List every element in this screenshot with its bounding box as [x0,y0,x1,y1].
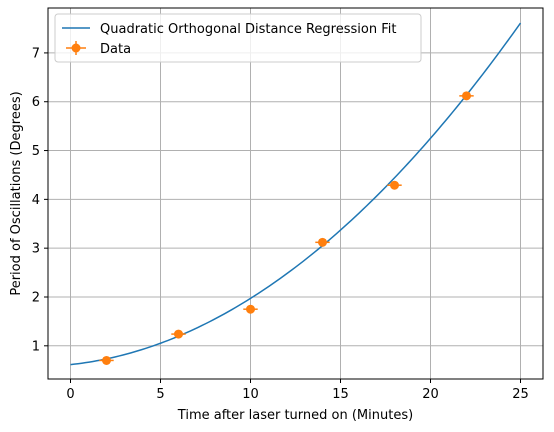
data-point-group [243,304,258,314]
legend-data-swatch [66,41,86,55]
fit-line-layer [70,22,522,366]
y-tick-label: 5 [32,144,40,159]
x-tick-label: 0 [66,387,74,402]
legend-data-marker [71,43,81,53]
y-tick-label: 4 [32,193,40,208]
plot-frame [47,7,544,380]
y-tick-label: 7 [32,46,40,61]
data-point [462,91,471,101]
y-tick-label: 1 [32,339,40,354]
x-axis-label: Time after laser turned on (Minutes) [177,408,413,423]
data-point-group [387,180,402,190]
y-axis: 1 2 3 4 5 6 7 [32,46,48,354]
legend-fit-label: Quadratic Orthogonal Distance Regression… [100,22,396,37]
x-tick-label: 15 [332,387,349,402]
data-point [174,329,183,339]
data-point-group [459,91,474,101]
fit-line [70,22,522,366]
data-point [246,304,255,314]
grid [48,8,543,379]
data-point-group [171,329,186,339]
data-point-group [315,237,330,247]
data-point [102,355,111,365]
x-tick-label: 25 [512,387,529,402]
data-point [390,180,399,190]
data-point-group [99,355,114,365]
data-points-layer [99,91,474,365]
data-point [318,237,327,247]
x-tick-label: 20 [422,387,439,402]
y-tick-label: 3 [32,242,40,257]
y-tick-label: 2 [32,290,40,305]
legend-data-label: Data [100,42,131,57]
legend-box [54,13,422,63]
legend: Quadratic Orthogonal Distance Regression… [54,13,422,63]
y-tick-label: 6 [32,95,40,110]
x-axis: 0 5 10 15 20 25 [66,379,529,402]
x-tick-label: 5 [156,387,164,402]
x-tick-label: 10 [242,387,259,402]
y-axis-label: Period of Oscillations (Degrees) [9,91,24,295]
